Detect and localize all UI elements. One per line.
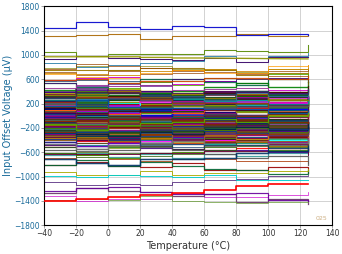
Text: 025: 025 (316, 216, 328, 221)
Y-axis label: Input Offset Voltage (µV): Input Offset Voltage (µV) (3, 55, 13, 176)
X-axis label: Temperature (°C): Temperature (°C) (146, 241, 230, 251)
